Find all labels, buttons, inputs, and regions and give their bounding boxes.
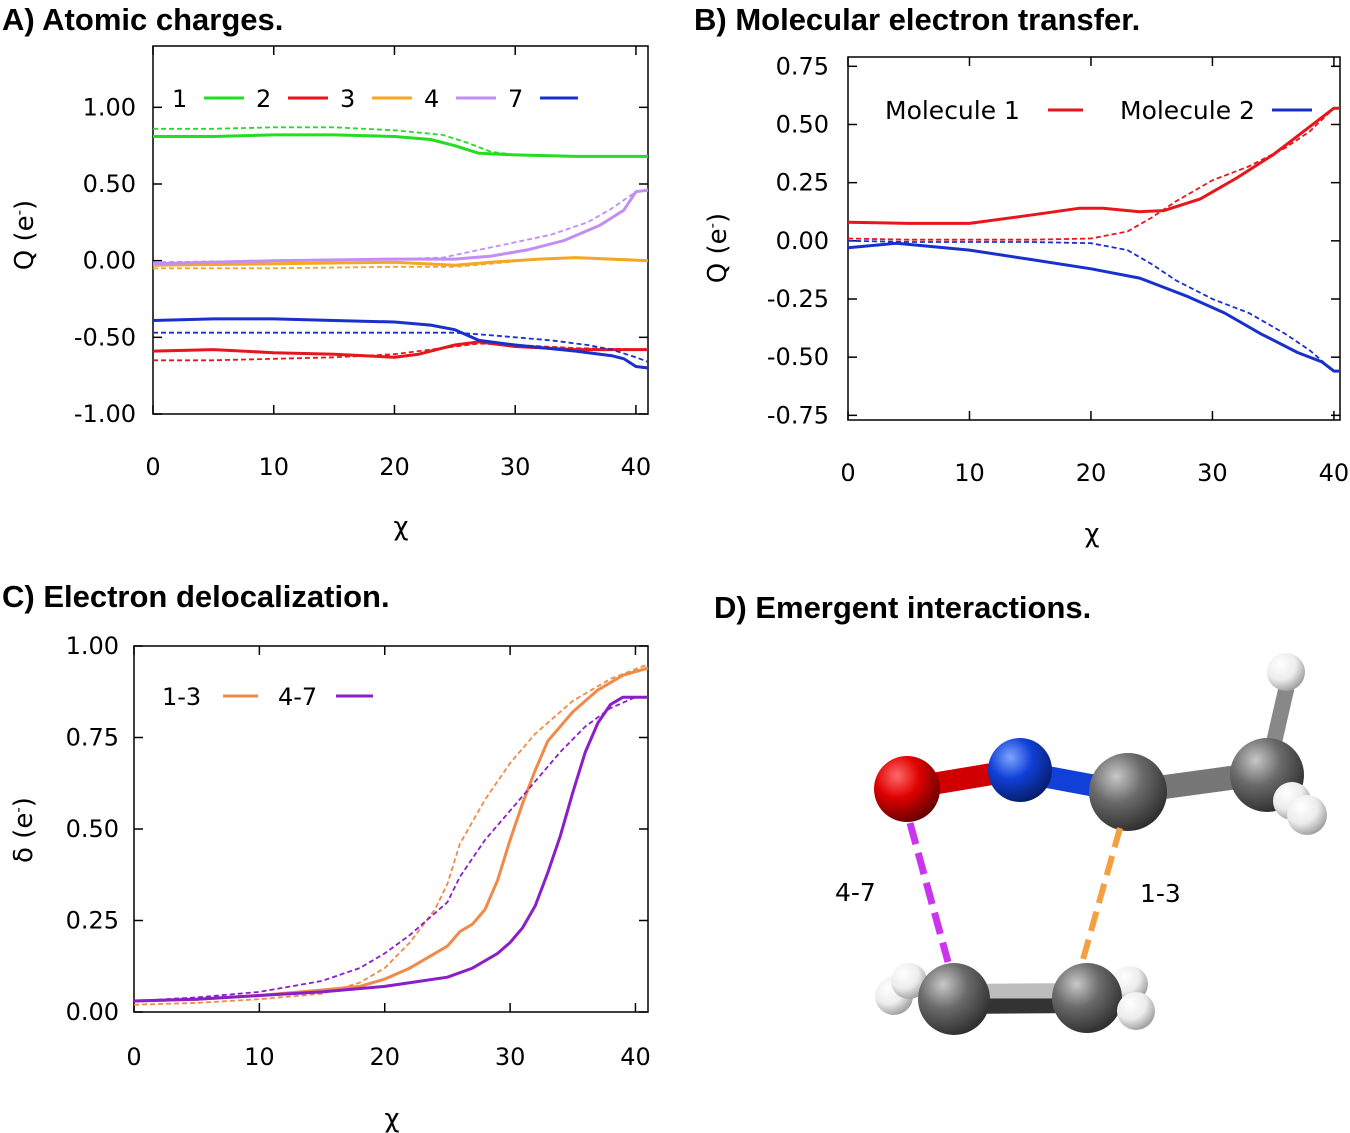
x-tick-label: 40 (620, 1043, 651, 1071)
y-tick-label: -0.50 (767, 343, 829, 371)
x-tick-label: 30 (495, 1043, 526, 1071)
panel-a-x-axis-label: χ (393, 512, 408, 542)
x-tick-label: 10 (954, 459, 985, 487)
panel-a-title: A) Atomic charges. (2, 2, 283, 37)
y-tick-label: 0.00 (83, 247, 136, 275)
series-line-dashed-4-7 (133, 696, 648, 1002)
x-tick-label: 20 (379, 453, 410, 481)
legend-label: 2 (256, 85, 271, 113)
panel-c-plot: 0 10 20 30 40 1.00 0.75 0.50 0.25 0.00 1-3 4-7 (66, 632, 651, 1071)
hydrogen-atom (891, 963, 927, 999)
plot-frame (133, 645, 649, 1013)
series-line-dashed-Molecule 1 (847, 107, 1340, 241)
series-line-dashed-Molecule 2 (847, 239, 1340, 372)
carbon-atom (1052, 963, 1122, 1033)
legend-label: 4 (424, 85, 439, 113)
x-tick-label: 0 (840, 459, 855, 487)
x-tick-label: 20 (1076, 459, 1107, 487)
y-tick-label: 0.50 (776, 110, 829, 138)
panel-d-title: D) Emergent interactions. (714, 590, 1091, 625)
series-line-dashed-1-3 (133, 663, 649, 1006)
series-line-Molecule 2 (847, 241, 1340, 373)
interaction-4-7-dashed-line (906, 822, 952, 963)
legend-label: 1-3 (162, 683, 201, 711)
y-tick-label: -0.25 (767, 285, 829, 313)
panel-a-y-axis-label: Q (e-) (10, 200, 40, 270)
x-tick-label: 20 (369, 1043, 400, 1071)
legend-label: 4-7 (278, 683, 317, 711)
panel-b-title: B) Molecular electron transfer. (694, 2, 1140, 37)
x-tick-label: 0 (145, 453, 160, 481)
series-line-4-7 (133, 695, 648, 1003)
y-tick-label: 1.00 (83, 93, 136, 121)
series-line-1-3 (133, 666, 649, 1003)
series-line-1 (153, 133, 648, 158)
hydrogen-atom (1117, 992, 1155, 1030)
y-tick-label: 0.00 (66, 998, 119, 1026)
nitrogen-atom (988, 738, 1052, 802)
x-tick-label: 30 (1197, 459, 1228, 487)
legend-label: 7 (508, 85, 523, 113)
y-tick-label: -0.75 (767, 401, 829, 429)
series-line-Molecule 1 (847, 106, 1340, 225)
x-tick-label: 0 (126, 1043, 141, 1071)
carbon-atom (918, 963, 990, 1035)
interaction-1-3-dashed-line (1079, 827, 1123, 964)
legend-label: 3 (340, 85, 355, 113)
panel-b-plot: 0 10 20 30 40 0.75 0.50 0.25 0.00 -0.25 -0.50 -0.75… (767, 52, 1349, 487)
panel-b-molecular-electron-transfer: B) Molecular electron transfer. 0 10 20 30 4… (694, 2, 1349, 549)
hydrogen-atom (1287, 795, 1327, 835)
y-tick-label: 0.75 (66, 724, 119, 752)
y-tick-label: 0.00 (776, 227, 829, 255)
y-tick-label: -1.00 (74, 400, 136, 428)
x-tick-label: 40 (1319, 459, 1350, 487)
interaction-label-1-3: 1-3 (1140, 879, 1181, 908)
x-tick-label: 40 (621, 453, 652, 481)
panel-d-emergent-interactions: D) Emergent interactions. 4-7 1-3 (714, 590, 1327, 1035)
y-tick-label: 0.25 (776, 169, 829, 197)
panel-c-electron-delocalization: C) Electron delocalization. 0 10 20 30 40 1.0… (2, 579, 651, 1133)
series-line-4 (152, 188, 649, 266)
hydrogen-atom (1267, 653, 1305, 691)
panel-b-x-axis-label: χ (1084, 519, 1099, 549)
panel-c-x-axis-label: χ (384, 1104, 399, 1133)
legend-label: Molecule 1 (885, 96, 1020, 125)
panel-b-y-axis-label: Q (e-) (703, 213, 733, 283)
y-tick-label: 0.50 (66, 815, 119, 843)
plot-frame (152, 45, 649, 415)
interaction-label-4-7: 4-7 (835, 878, 876, 907)
series-line-dashed-7 (153, 331, 649, 363)
panel-c-title: C) Electron delocalization. (2, 579, 390, 614)
carbon-atom (1089, 753, 1167, 831)
panel-a-plot: 0 10 20 30 40 1.00 0.50 0.00 -0.50 -1.00 1 2 3 4 7 (74, 45, 652, 481)
y-tick-label: 0.25 (66, 907, 119, 935)
legend-label: 1 (172, 85, 187, 113)
y-tick-label: 0.50 (83, 170, 136, 198)
x-tick-label: 10 (258, 453, 289, 481)
legend-label: Molecule 2 (1120, 96, 1255, 125)
panel-a-atomic-charges: A) Atomic charges. 0 10 20 30 40 1.00 0.50 0.00… (2, 2, 651, 542)
series-line-dashed-4 (152, 189, 649, 264)
y-tick-label: 1.00 (66, 632, 119, 660)
x-tick-label: 10 (244, 1043, 275, 1071)
panel-c-y-axis-label: δ (e-) (9, 797, 39, 863)
series-line-3 (152, 256, 649, 267)
oxygen-atom (874, 756, 940, 822)
series-line-dashed-1 (153, 126, 648, 158)
y-tick-label: -0.50 (74, 323, 136, 351)
y-tick-label: 0.75 (776, 52, 829, 80)
x-tick-label: 30 (500, 453, 531, 481)
series-line-7 (152, 317, 649, 370)
